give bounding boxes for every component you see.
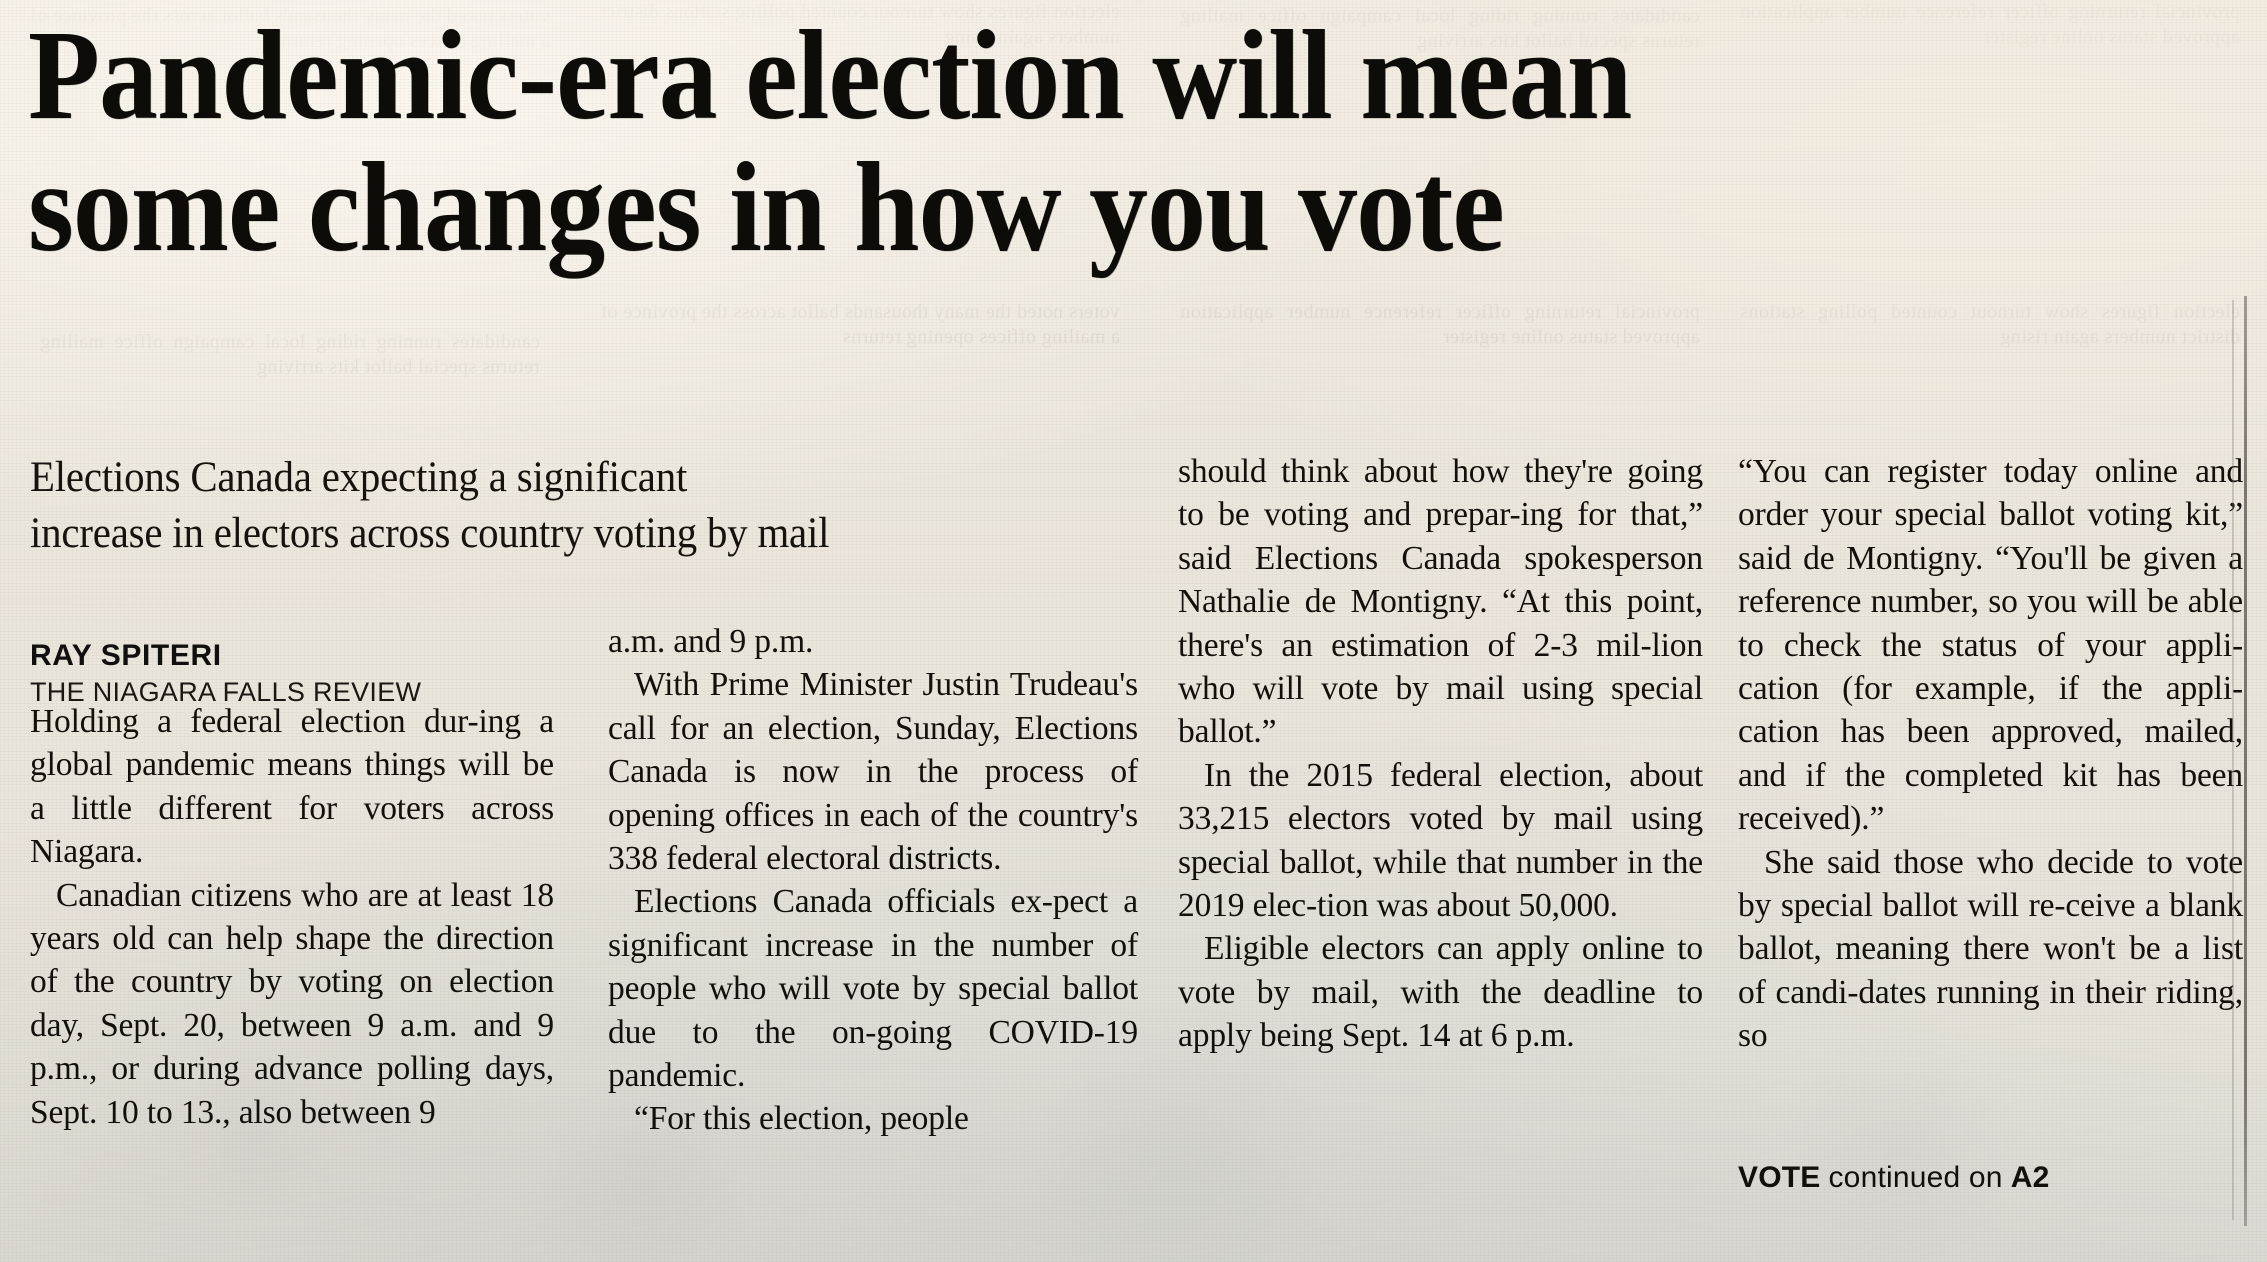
paragraph: “For this election, people: [634, 1100, 969, 1138]
byline-block: RAY SPITERI THE NIAGARA FALLS REVIEW: [30, 638, 421, 709]
body-column-4: “You can register today online and order…: [1738, 450, 2243, 1058]
column-rule-primary: [2244, 296, 2247, 1226]
body-column-3: should think about how they're going to …: [1178, 450, 1703, 1058]
headline-line-1: Pandemic-era election will mean: [28, 4, 1632, 146]
subhead-line-1: Elections Canada expecting a significant: [30, 454, 688, 501]
body-column-2: a.m. and 9 p.m. With Prime Minister Just…: [608, 620, 1138, 1141]
paragraph: With Prime Minister Justin Trudeau's cal…: [608, 666, 1138, 878]
paragraph: Eligible electors can apply online to vo…: [1178, 930, 1703, 1055]
body-column-1: Holding a federal election dur-​ing a gl…: [30, 700, 554, 1134]
article-headline: Pandemic-era election will mean some cha…: [28, 4, 2218, 278]
paragraph: Canadian citizens who are at least 18 ye…: [30, 876, 554, 1131]
paragraph: In the 2015 federal election, about 33,2…: [1178, 756, 1703, 925]
paragraph: a.m. and 9 p.m.: [608, 623, 814, 660]
paragraph: should think about how they're going to …: [1178, 453, 1703, 751]
subhead-line-2: increase in electors across country voti…: [30, 510, 830, 557]
paragraph: Holding a federal election dur-​ing a gl…: [30, 703, 554, 871]
jump-line-keyword: VOTE: [1738, 1161, 1821, 1194]
article-subhead: Elections Canada expecting a significant…: [30, 450, 1130, 562]
paragraph: Elections Canada officials ex-​pect a si…: [608, 883, 1138, 1095]
byline-author-name: RAY SPITERI: [30, 639, 222, 672]
jump-line: VOTE continued on A2: [1738, 1160, 2049, 1196]
jump-line-label: continued on: [1828, 1161, 2003, 1194]
headline-line-2: some changes in how you vote: [28, 136, 1505, 278]
paragraph: “You can register today online and order…: [1738, 453, 2243, 838]
jump-line-page: A2: [2010, 1161, 2050, 1194]
column-rule-secondary: [2232, 300, 2234, 1220]
paragraph: She said those who decide to vote by spe…: [1738, 843, 2243, 1055]
